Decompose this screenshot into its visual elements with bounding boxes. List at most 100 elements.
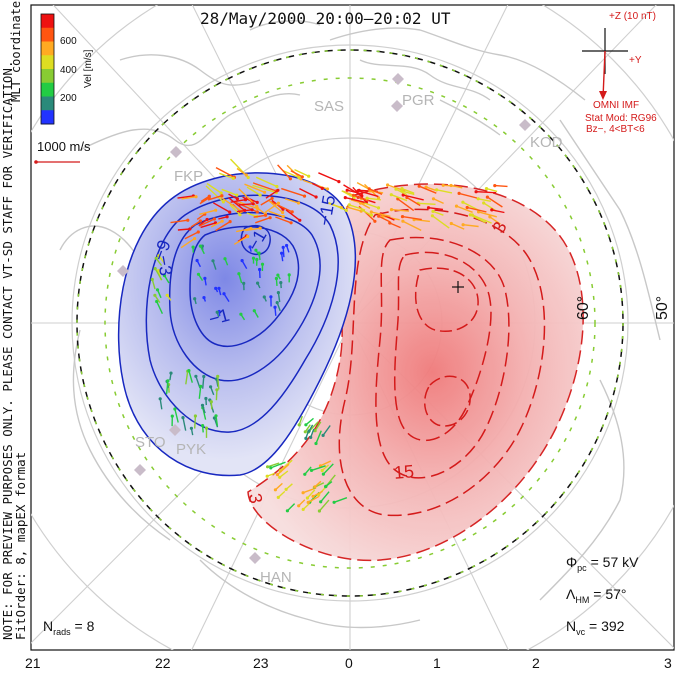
velocity-vector-origin [215, 310, 219, 314]
velocity-vector [469, 214, 486, 224]
velocity-vector [328, 202, 347, 212]
velocity-vector [391, 208, 410, 212]
velocity-vector-origin [468, 213, 472, 217]
velocity-vector-origin [231, 176, 235, 180]
velocity-vector-origin [170, 414, 174, 418]
velocity-vector [436, 189, 453, 194]
scale-vector-label: 1000 m/s [37, 139, 91, 154]
velocity-vector-origin [297, 504, 301, 508]
velocity-vector [228, 193, 238, 200]
velocity-vector-origin [254, 248, 258, 252]
colorbar-border [40, 13, 55, 125]
velocity-vector [215, 389, 218, 401]
velocity-vector-origin [211, 259, 215, 263]
velocity-vector-origin [251, 202, 255, 206]
velocity-vector [170, 219, 188, 224]
velocity-vector-origin [488, 215, 492, 219]
latitude-label-50: 50° [654, 295, 671, 320]
velocity-vector-origin [281, 210, 285, 215]
velocity-vector-origin [186, 218, 190, 222]
velocity-vector [397, 198, 415, 212]
velocity-vector [463, 224, 479, 228]
velocity-vector-origin [169, 371, 173, 375]
velocity-vector-origin [400, 215, 405, 219]
velocity-vector-origin [269, 295, 273, 299]
velocity-vector [345, 196, 365, 203]
velocity-vector [320, 491, 330, 503]
velocity-vector [456, 205, 473, 213]
velocity-vector [154, 268, 163, 281]
velocity-vector-origin [307, 174, 311, 178]
velocity-vector [345, 206, 362, 212]
velocity-vector-origin [465, 205, 469, 210]
velocity-vector [165, 380, 169, 395]
velocity-vector-origin [264, 213, 268, 217]
velocity-vector [406, 196, 421, 207]
velocity-vector-origin [246, 175, 250, 180]
velocity-vector [198, 218, 208, 227]
coastlines [59, 20, 661, 629]
colorbar-tick-600: 600 [60, 36, 77, 47]
mlt-label-21: 21 [25, 655, 41, 671]
velocity-vector [174, 408, 179, 423]
velocity-vector-origin [290, 210, 294, 214]
station-pyk: PYK [176, 441, 207, 458]
velocity-vector [238, 203, 254, 206]
velocity-vector-origin [373, 219, 377, 223]
velocity-vector-origin [189, 426, 193, 430]
lambda-hm-stat: ΛHM = 57° [566, 586, 627, 605]
velocity-vector-origin [343, 196, 347, 200]
velocity-vector-origin [216, 374, 220, 378]
imf-clock-dial [582, 28, 628, 100]
velocity-vector-origin [276, 201, 280, 205]
velocity-vector-origin [212, 416, 216, 420]
velocity-vector [255, 217, 271, 224]
radar-station-marker [117, 265, 129, 277]
colorbar-segment [41, 55, 54, 70]
velocity-vector [205, 185, 224, 203]
velocity-vector [458, 192, 478, 199]
velocity-vector-origin [401, 193, 405, 197]
velocity-vector [177, 195, 194, 199]
velocity-vector [486, 187, 498, 193]
velocity-vector [194, 415, 197, 429]
velocity-vector [275, 216, 292, 224]
negative-potential-cell [117, 172, 357, 477]
radar-station-marker [134, 464, 146, 476]
velocity-vector [311, 465, 326, 472]
velocity-vector [431, 215, 450, 229]
velocity-vector-origin [296, 201, 301, 205]
velocity-vector [215, 415, 219, 427]
station-pgr: PGR [402, 92, 435, 109]
velocity-vector-origin [153, 293, 157, 297]
velocity-vector-origin [484, 187, 489, 191]
velocity-vector-origin [255, 200, 259, 204]
velocity-vector [228, 197, 246, 211]
velocity-vector [368, 188, 383, 195]
velocity-vector [244, 183, 265, 193]
velocity-vector-origin [376, 196, 381, 200]
velocity-vector-origin [304, 436, 308, 440]
station-sto: STO [135, 434, 166, 451]
velocity-vector [269, 200, 293, 213]
velocity-vector-origin [306, 500, 310, 504]
velocity-vector [315, 430, 322, 444]
velocity-vector-origin [431, 197, 436, 201]
mlt-label-2: 2 [532, 655, 540, 671]
velocity-vector-origin [255, 210, 259, 214]
velocity-vector-origin [493, 184, 497, 188]
velocity-vector-origin [332, 500, 336, 504]
velocity-vector-origin [250, 208, 254, 212]
velocity-vector-origin [302, 194, 307, 198]
velocity-vector [290, 170, 303, 178]
velocity-vector-origin [209, 385, 213, 389]
velocity-vector-origin [476, 197, 480, 201]
velocity-vector-origin [214, 208, 218, 212]
velocity-vector [478, 198, 492, 202]
velocity-vector [215, 221, 231, 232]
velocity-vector-origin [198, 244, 202, 248]
velocity-vector [229, 204, 241, 216]
velocity-vector-origin [199, 384, 203, 388]
velocity-vector [357, 190, 379, 198]
velocity-vector-origin [202, 296, 206, 300]
